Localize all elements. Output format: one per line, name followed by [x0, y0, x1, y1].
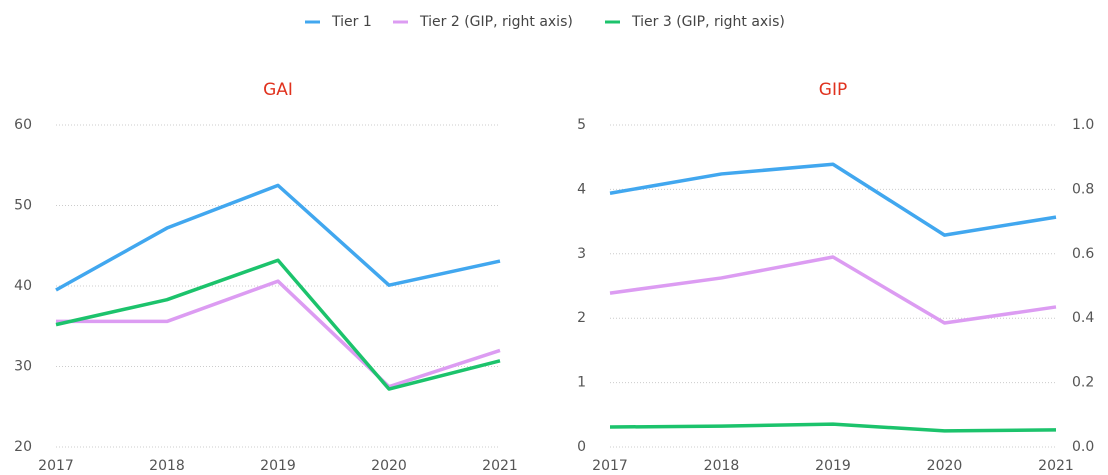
y2-tick-label: 0.8 [1072, 181, 1094, 197]
series-line [609, 422, 1057, 433]
y2-tick-label: 0.4 [1072, 310, 1094, 326]
y-tick-label: 20 [14, 439, 32, 455]
legend-label: Tier 3 (GIP, right axis) [631, 14, 785, 30]
y2-tick-label: 0.2 [1072, 375, 1094, 391]
y-tick-label: 40 [14, 278, 32, 294]
x-tick-label: 2020 [371, 458, 407, 474]
series-line [609, 255, 1057, 325]
y-tick-label: 0 [577, 439, 586, 455]
x-tick-label: 2020 [927, 458, 963, 474]
y-tick-label: 60 [14, 117, 32, 133]
y2-tick-label: 1.0 [1072, 117, 1094, 133]
legend-label: Tier 1 [331, 14, 372, 30]
y-tick-label: 30 [14, 359, 32, 375]
y-tick-label: 3 [577, 246, 586, 262]
x-tick-label: 2021 [1038, 458, 1074, 474]
x-tick-label: 2021 [482, 458, 518, 474]
x-tick-label: 2019 [260, 458, 296, 474]
y2-tick-label: 0.0 [1072, 439, 1094, 455]
series-line [609, 162, 1057, 237]
y2-tick-label: 0.6 [1072, 246, 1094, 262]
x-tick-label: 2017 [38, 458, 74, 474]
legend-label: Tier 2 (GIP, right axis) [419, 14, 573, 30]
x-tick-label: 2018 [149, 458, 185, 474]
y-tick-label: 5 [577, 117, 586, 133]
x-tick-label: 2017 [592, 458, 628, 474]
x-tick-label: 2019 [815, 458, 851, 474]
chart-title: GAI [263, 80, 293, 100]
y-tick-label: 50 [14, 198, 32, 214]
series-line [55, 183, 501, 292]
chart-title: GIP [819, 80, 847, 100]
x-tick-label: 2018 [704, 458, 740, 474]
series-line [56, 279, 501, 389]
series-line [55, 258, 501, 391]
y-tick-label: 4 [577, 181, 586, 197]
y-tick-label: 2 [577, 310, 586, 326]
y-tick-label: 1 [577, 375, 586, 391]
